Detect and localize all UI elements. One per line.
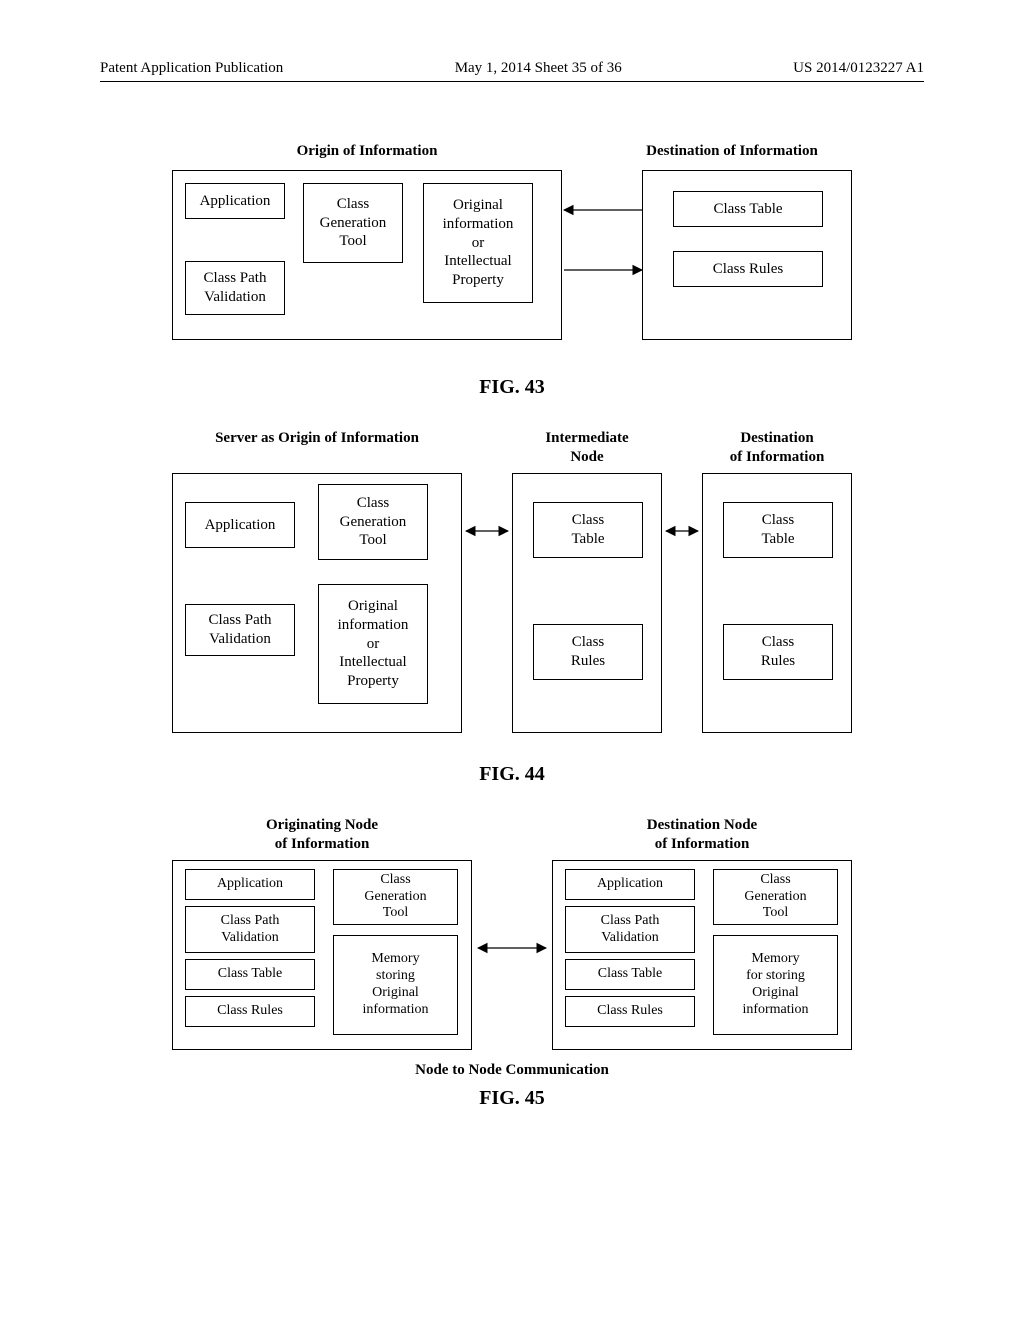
fig44-dest-class-rules-box: ClassRules [723, 624, 833, 680]
fig44-intermediate-title: IntermediateNode [512, 429, 662, 467]
fig44-dest-class-table-box: ClassTable [723, 502, 833, 558]
fig45-destination-title: Destination Nodeof Information [592, 816, 812, 854]
header-left: Patent Application Publication [100, 60, 283, 77]
fig43-arrows [562, 170, 642, 340]
fig45-right-application-box: Application [565, 869, 695, 900]
page-header: Patent Application Publication May 1, 20… [100, 60, 924, 82]
header-right: US 2014/0123227 A1 [793, 60, 924, 77]
fig44-original-information-box: OriginalinformationorIntellectualPropert… [318, 584, 428, 704]
fig43-caption: FIG. 43 [100, 376, 924, 399]
fig43-application-box: Application [185, 183, 285, 219]
fig43-class-path-validation-box: Class PathValidation [185, 261, 285, 315]
fig44-arrow-right [662, 519, 702, 549]
figure-45: Originating Nodeof Information Destinati… [172, 816, 852, 1056]
fig44-inter-class-table-box: ClassTable [533, 502, 643, 558]
header-center: May 1, 2014 Sheet 35 of 36 [455, 60, 622, 77]
fig45-left-class-rules-box: Class Rules [185, 996, 315, 1027]
figure-44: Server as Origin of Information Intermed… [172, 429, 852, 749]
fig44-destination-title: Destinationof Information [702, 429, 852, 467]
fig45-left-class-path-validation-box: Class PathValidation [185, 906, 315, 954]
fig44-intermediate-container: ClassTable ClassRules [512, 473, 662, 733]
fig45-origin-title: Originating Nodeof Information [212, 816, 432, 854]
fig45-left-application-box: Application [185, 869, 315, 900]
figure-43: Origin of Information Destination of Inf… [172, 142, 852, 362]
fig44-class-path-validation-box: Class PathValidation [185, 604, 295, 656]
fig43-dest-title: Destination of Information [612, 142, 852, 161]
fig44-origin-container: Application Class PathValidation ClassGe… [172, 473, 462, 733]
fig45-caption: FIG. 45 [100, 1087, 924, 1110]
fig45-arrow [472, 936, 552, 966]
fig44-arrow-left [462, 519, 512, 549]
fig45-right-class-table-box: Class Table [565, 959, 695, 990]
fig44-inter-class-rules-box: ClassRules [533, 624, 643, 680]
fig45-right-class-rules-box: Class Rules [565, 996, 695, 1027]
fig44-origin-title: Server as Origin of Information [172, 429, 462, 448]
fig45-left-class-generation-tool-box: ClassGenerationTool [333, 869, 458, 925]
fig45-left-memory-box: MemorystoringOriginalinformation [333, 935, 458, 1035]
fig43-origin-container: Application Class PathValidation ClassGe… [172, 170, 562, 340]
fig45-destination-container: Application Class PathValidation Class T… [552, 860, 852, 1050]
fig45-right-memory-box: Memoryfor storingOriginalinformation [713, 935, 838, 1035]
fig43-original-information-box: OriginalinformationorIntellectualPropert… [423, 183, 533, 303]
fig44-destination-container: ClassTable ClassRules [702, 473, 852, 733]
fig45-left-class-table-box: Class Table [185, 959, 315, 990]
fig44-class-generation-tool-box: ClassGenerationTool [318, 484, 428, 560]
page: Patent Application Publication May 1, 20… [0, 0, 1024, 1180]
fig43-origin-title: Origin of Information [172, 142, 562, 161]
fig44-caption: FIG. 44 [100, 763, 924, 786]
fig43-destination-container: Class Table Class Rules [642, 170, 852, 340]
fig44-application-box: Application [185, 502, 295, 548]
fig43-class-rules-box: Class Rules [673, 251, 823, 287]
fig43-class-table-box: Class Table [673, 191, 823, 227]
fig43-class-generation-tool-box: ClassGenerationTool [303, 183, 403, 263]
fig45-origin-container: Application Class PathValidation Class T… [172, 860, 472, 1050]
fig45-subcaption: Node to Node Communication [100, 1062, 924, 1079]
fig45-right-class-generation-tool-box: ClassGenerationTool [713, 869, 838, 925]
fig45-right-class-path-validation-box: Class PathValidation [565, 906, 695, 954]
